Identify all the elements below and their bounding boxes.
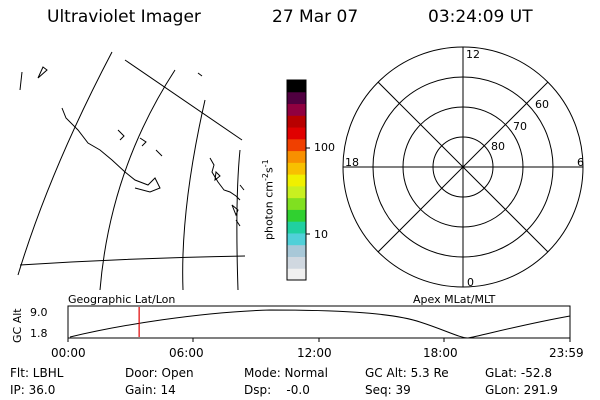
filter-info: Flt: LBHL [10, 366, 64, 380]
mode-info: Mode: Normal [244, 366, 328, 380]
seq-info: Seq: 39 [365, 383, 411, 397]
timeline-ytick-bottom: 1.8 [30, 327, 48, 340]
colorbar-cell [287, 80, 306, 93]
gc-alt-info: GC Alt: 5.3 Re [365, 366, 449, 380]
coastline [214, 170, 221, 182]
colorbar-cell [287, 174, 306, 187]
colorbar-cell [287, 162, 306, 175]
colorbar-cell [287, 127, 306, 140]
door-info: Door: Open [125, 366, 194, 380]
glat-info: GLat: -52.8 [485, 366, 552, 380]
colorbar-cell [287, 209, 306, 222]
mlt-label-0: 0 [467, 276, 474, 289]
coastline [37, 66, 48, 79]
polar-diagonal [377, 81, 549, 253]
colorbar-cell [287, 244, 306, 257]
timeline-xtick-0600: 06:00 [169, 346, 204, 360]
gain-info: Gain: 14 [125, 383, 176, 397]
timeline-right-title: Apex MLat/MLT [413, 293, 496, 306]
map-meridian [182, 99, 206, 291]
colorbar-cell [287, 91, 306, 105]
colorbar-cell [287, 115, 306, 128]
mlt-label-6: 6 [577, 156, 584, 169]
colorbar-cell [287, 268, 306, 281]
colorbar-cell [287, 150, 306, 163]
date-label: 27 Mar 07 [272, 7, 359, 27]
ip-info: IP: 36.0 [10, 383, 56, 397]
coastline [139, 137, 147, 147]
coastline [117, 129, 125, 141]
altitude-curve [69, 309, 571, 339]
mlt-label-18: 18 [345, 156, 359, 169]
coastline [235, 219, 241, 227]
instrument-title: Ultraviolet Imager [47, 7, 201, 27]
lat-label-70: 70 [513, 120, 527, 133]
map-meridian [17, 51, 113, 276]
colorbar-cell [287, 232, 306, 246]
coastline [197, 72, 203, 77]
colorbar-cell [287, 197, 306, 210]
coastline [209, 157, 241, 201]
timeline-xtick-2359: 23:59 [549, 346, 584, 360]
map-meridian [236, 149, 241, 291]
time-label: 03:24:09 UT [428, 7, 533, 27]
timeline-xtick-1800: 18:00 [423, 346, 458, 360]
timeline-xtick-0000: 00:00 [51, 346, 86, 360]
map-parallel [19, 255, 246, 266]
colorbar-cell [287, 256, 306, 269]
colorbar-tick-10: 10 [314, 228, 328, 241]
colorbar-cell [287, 221, 306, 234]
dsp-info: Dsp: -0.0 [244, 383, 310, 397]
map-grid-line [124, 59, 243, 141]
lat-label-60: 60 [535, 98, 549, 111]
coastline [61, 107, 161, 193]
colorbar-tick-100: 100 [314, 141, 335, 154]
colorbar-cell [287, 103, 306, 116]
timeline-ytick-top: 9.0 [30, 306, 48, 319]
colorbar-cell [287, 138, 306, 152]
lat-label-80: 80 [491, 140, 505, 153]
coastline [231, 204, 239, 217]
coastline [19, 71, 23, 91]
coastline [155, 149, 163, 157]
timeline-left-title: Geographic Lat/Lon [68, 293, 176, 306]
mlt-label-12: 12 [466, 48, 480, 61]
glon-info: GLon: 291.9 [485, 383, 558, 397]
coastline [239, 184, 245, 191]
colorbar-cell [287, 185, 306, 199]
timeline-xtick-1200: 12:00 [297, 346, 332, 360]
